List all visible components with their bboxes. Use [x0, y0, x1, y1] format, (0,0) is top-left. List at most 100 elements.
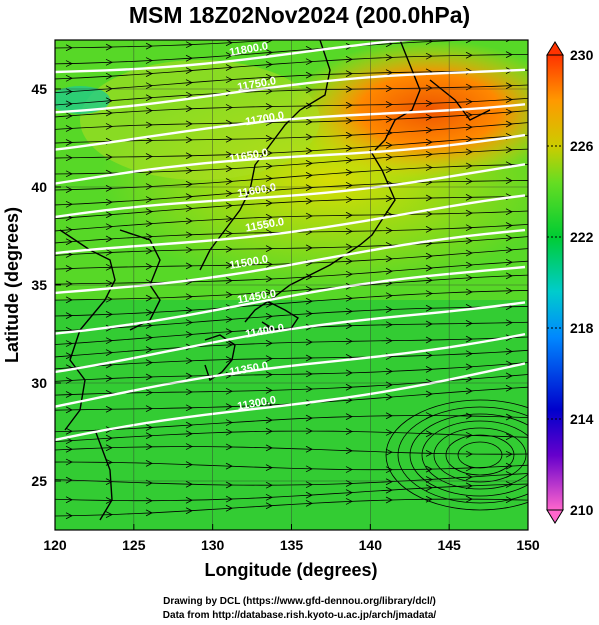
- streamline-arrow: [105, 123, 113, 130]
- streamline-arrow: [505, 413, 513, 421]
- streamline-22: [55, 336, 528, 358]
- streamline-arrow: [385, 101, 393, 108]
- streamline-arrow: [385, 141, 393, 149]
- streamline-arrow: [425, 138, 433, 146]
- streamline-27: [55, 415, 528, 433]
- streamline-arrow: [346, 31, 352, 37]
- streamline-arrow: [65, 265, 73, 272]
- streamline-arrow: [345, 101, 353, 109]
- streamline-arrow: [345, 181, 353, 189]
- streamline-arrow: [265, 187, 273, 194]
- streamline-arrow: [425, 126, 433, 134]
- streamline-11: [55, 180, 528, 206]
- streamline-arrow: [185, 136, 193, 144]
- streamline-arrow: [225, 76, 233, 84]
- streamline-arrow: [185, 421, 193, 429]
- streamline-arrow: [465, 387, 473, 395]
- streamline-arrow: [465, 209, 473, 217]
- streamline-arrow: [425, 366, 433, 373]
- streamline-arrow: [65, 74, 73, 82]
- streamline-arrow: [425, 430, 433, 438]
- y-tick-label-40: 40: [31, 179, 47, 195]
- streamline-arrow: [65, 125, 73, 132]
- contour-line-2: [55, 103, 526, 151]
- streamline-arrow: [505, 319, 513, 327]
- streamline-arrow: [145, 153, 153, 160]
- streamline-arrow: [465, 261, 473, 269]
- lat-lon-grid: [55, 40, 528, 530]
- y-tick-label-45: 45: [31, 81, 47, 97]
- streamline-arrow: [385, 429, 393, 436]
- streamline-arrow: [305, 297, 313, 305]
- streamline-arrow: [145, 459, 153, 467]
- streamline-arrow: [425, 40, 433, 45]
- streamline-arrow: [225, 40, 233, 47]
- streamline-arrow: [145, 294, 153, 302]
- streamline-21: [55, 321, 528, 345]
- streamline-arrow: [426, 25, 432, 31]
- streamline-arrow: [505, 51, 513, 58]
- streamline-10: [55, 163, 528, 191]
- y-axis-ticks: 25 30 35 40 45: [31, 81, 61, 489]
- streamline-arrow: [385, 267, 393, 275]
- streamline-arrow: [466, 23, 472, 29]
- streamline-arrow: [465, 162, 473, 170]
- streamline-arrow: [145, 263, 153, 270]
- streamline-arrow: [185, 461, 193, 469]
- streamline-arrow: [145, 443, 153, 451]
- streamline-1: [55, 40, 481, 65]
- colorbar-label-222: 222: [570, 229, 594, 245]
- streamline-arrow: [505, 234, 513, 242]
- streamline-arrow: [385, 85, 393, 92]
- streamline-arrow: [185, 306, 193, 314]
- colorbar-label-210: 210: [570, 502, 594, 518]
- streamline-arrow: [105, 211, 113, 219]
- streamline-arrow: [505, 96, 513, 103]
- streamline-arrow: [185, 388, 193, 396]
- streamline-arrow: [65, 458, 73, 466]
- streamline-arrow: [65, 154, 73, 162]
- height-contours: [55, 40, 526, 442]
- streamline-arrow: [465, 350, 473, 358]
- streamline-arrow: [185, 217, 193, 225]
- streamline-arrow: [65, 377, 73, 384]
- streamline-arrow: [225, 495, 233, 503]
- colorbar-ramp: [546, 54, 564, 511]
- streamline-arrow: [265, 162, 273, 170]
- colorbar-label-214: 214: [570, 411, 594, 427]
- streamline-23: [55, 349, 528, 370]
- streamline-17: [55, 260, 528, 285]
- streamline-arrow: [305, 58, 313, 66]
- streamline-arrow: [425, 194, 433, 202]
- streamline-8: [55, 134, 528, 159]
- streamline-arrow: [465, 335, 473, 343]
- streamline-arrow: [506, 21, 512, 27]
- streamline-arrow: [505, 120, 513, 128]
- gyre-streamline-6: [397, 406, 528, 504]
- streamline-arrow: [425, 449, 433, 457]
- streamline-arrow: [185, 246, 193, 254]
- streamline-arrow: [305, 244, 313, 252]
- streamline-0: [55, 40, 281, 49]
- streamline-arrow: [265, 427, 273, 435]
- streamline-arrow: [465, 412, 473, 420]
- streamline-arrow: [385, 195, 393, 203]
- streamline-arrow: [225, 52, 233, 59]
- y-tick-label-25: 25: [31, 473, 47, 489]
- streamline-arrow: [505, 481, 513, 488]
- streamline-arrow: [185, 496, 193, 504]
- streamline-arrow: [345, 307, 353, 315]
- contour-line-3: [55, 133, 526, 185]
- streamline-arrow: [185, 105, 193, 113]
- streamline-arrow: [185, 180, 193, 188]
- streamline-arrow: [345, 227, 353, 235]
- streamline-arrow: [65, 512, 73, 520]
- streamline-arrow: [105, 434, 113, 442]
- streamline-arrow: [305, 212, 313, 220]
- streamline-arrow: [145, 196, 153, 203]
- streamline-arrow: [465, 288, 473, 296]
- streamline-arrow: [305, 102, 313, 110]
- streamline-arrow: [345, 257, 353, 265]
- streamline-arrow: [465, 135, 473, 143]
